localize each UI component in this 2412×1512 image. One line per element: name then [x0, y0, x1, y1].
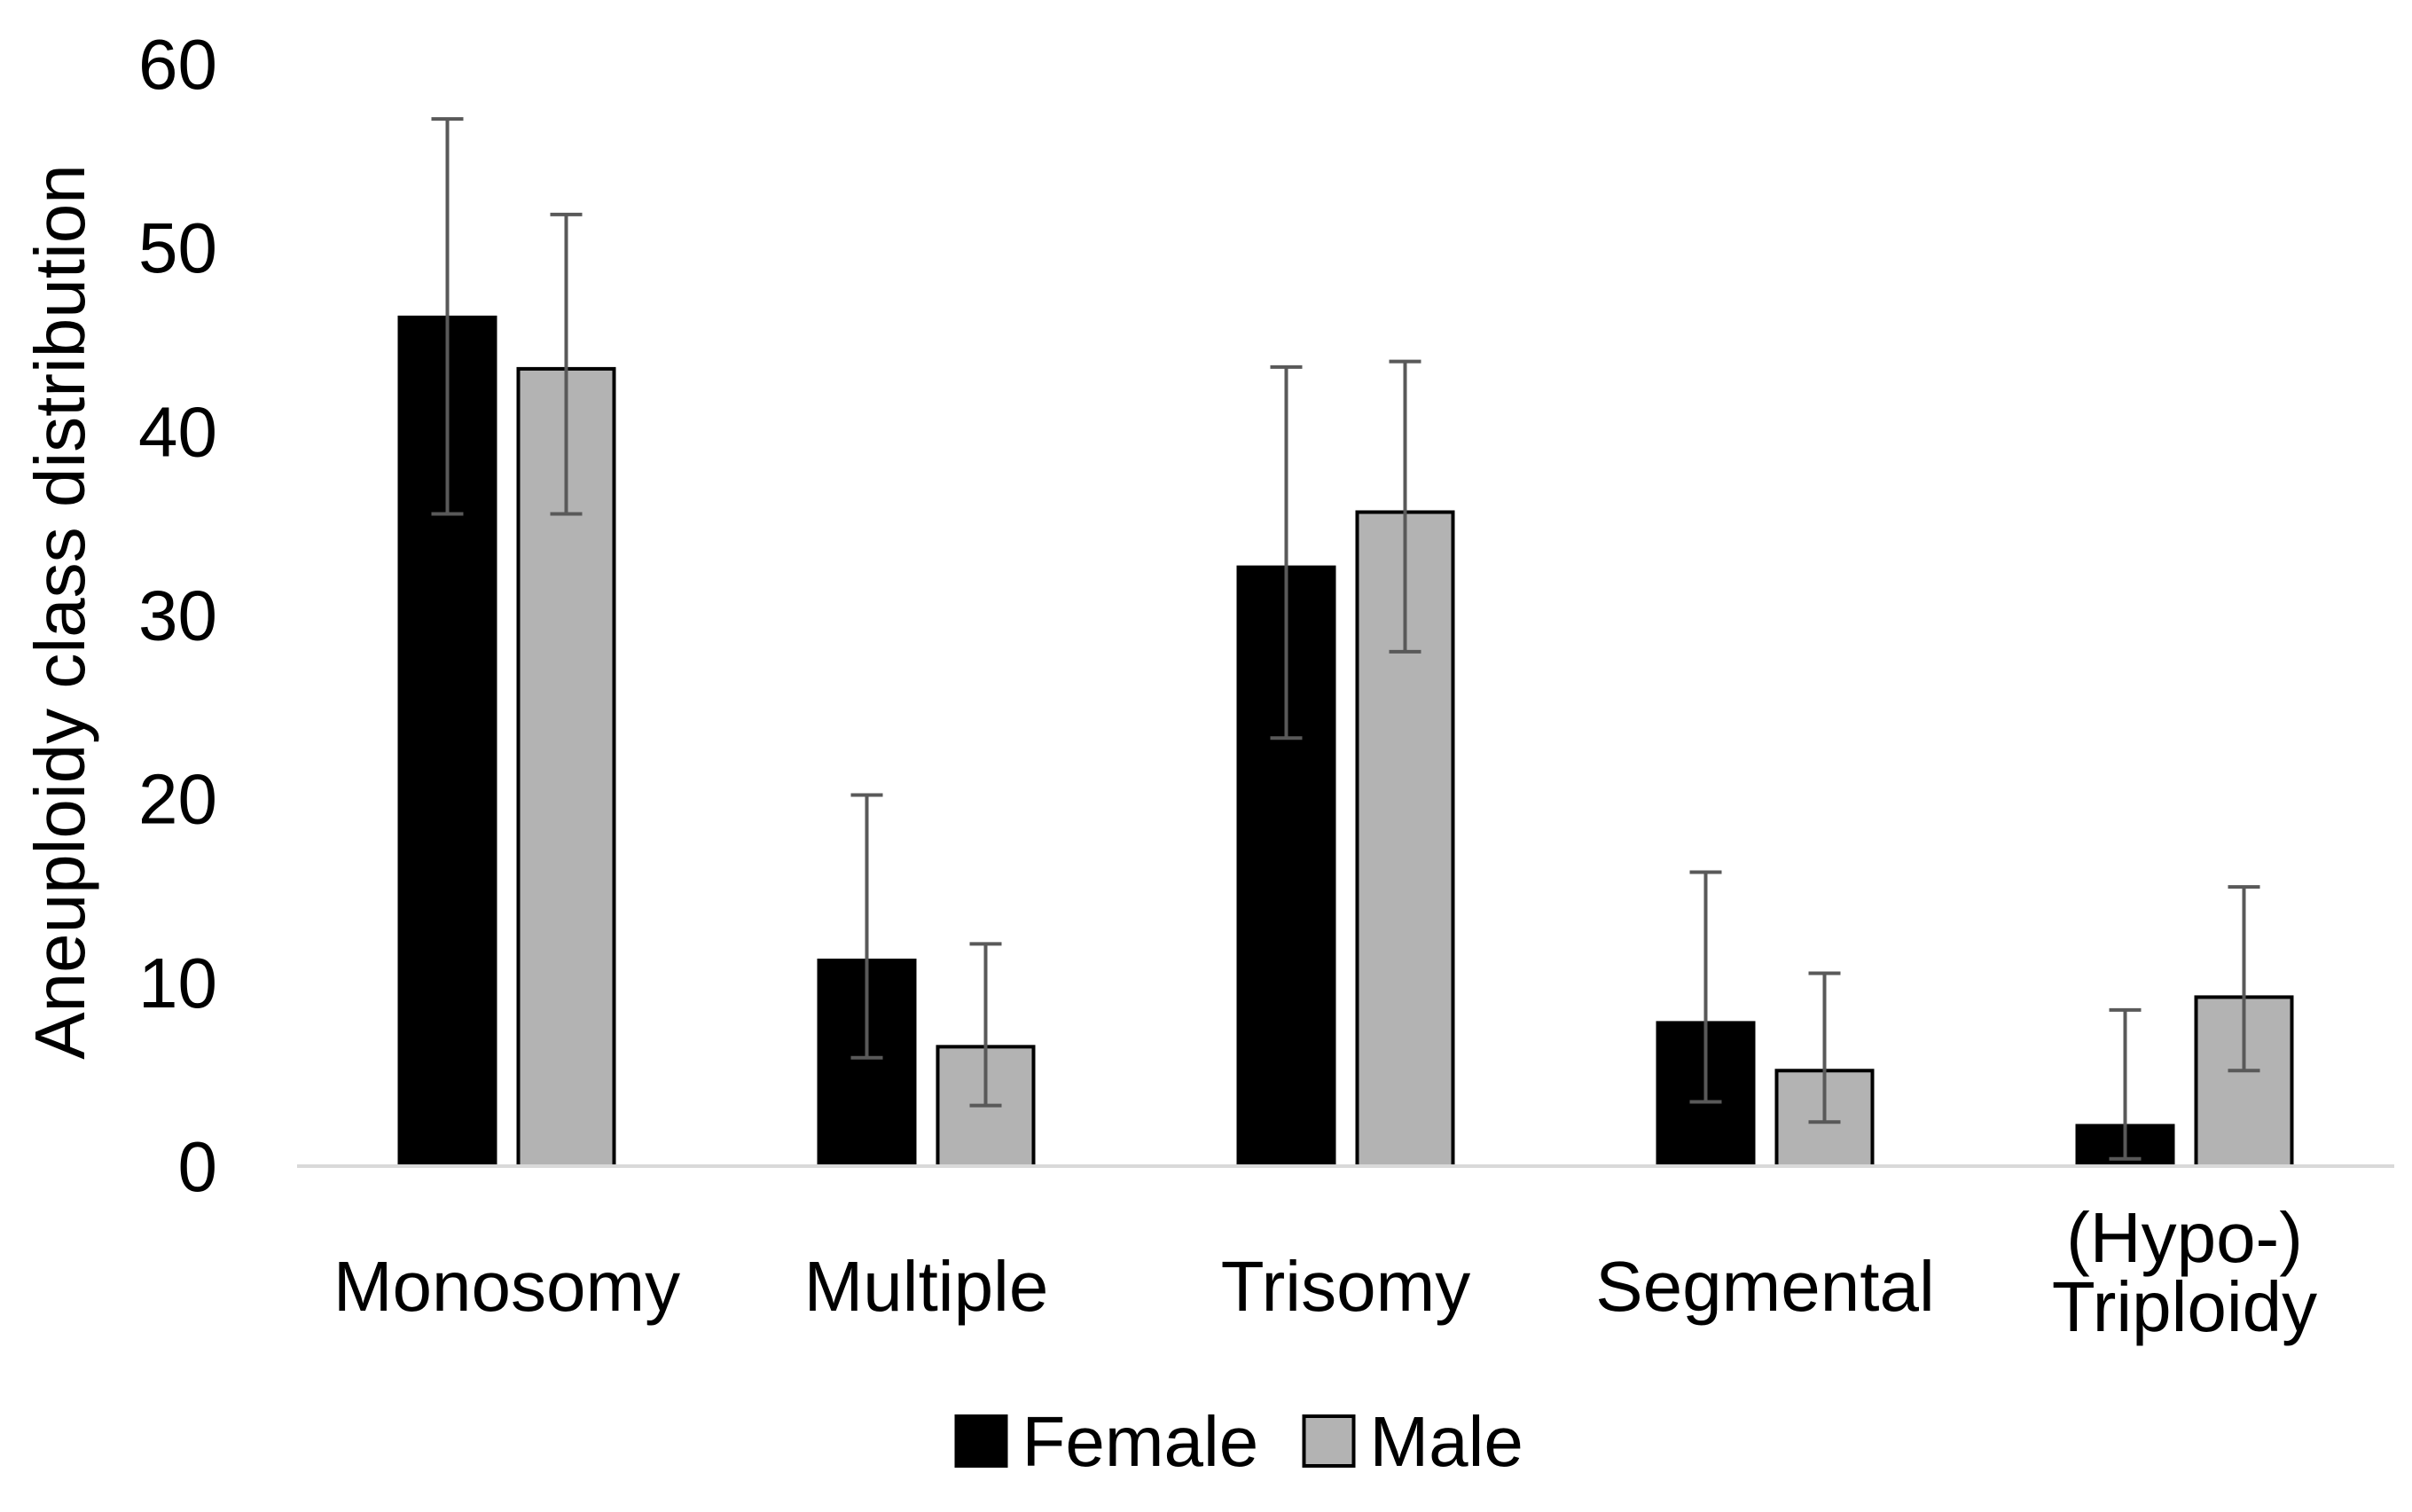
y-tick-label-5: 50 — [138, 208, 217, 287]
error-bar-female-trisomy — [1270, 364, 1303, 740]
legend-item-female: Female — [954, 1402, 1259, 1481]
y-tick-label-4: 40 — [138, 392, 217, 471]
legend: Female Male — [954, 1402, 1523, 1481]
legend-label-male: Male — [1370, 1402, 1523, 1481]
x-tick-labels: Monosomy Multiple Trisomy Segmental (Hypo-)T… — [333, 1198, 2317, 1346]
x-tick-label-monosomy: Monosomy — [333, 1247, 680, 1326]
error-bars-layer — [431, 117, 2260, 1161]
y-tick-labels: 0 10 20 30 40 50 60 — [138, 25, 217, 1206]
y-tick-label-6: 60 — [138, 25, 217, 104]
legend-item-male: Male — [1302, 1402, 1523, 1481]
x-tick-label-trisomy: Trisomy — [1221, 1247, 1470, 1326]
legend-swatch-male — [1302, 1414, 1356, 1468]
error-bar-male-trisomy — [1389, 359, 1421, 654]
legend-label-female: Female — [1022, 1402, 1259, 1481]
x-tick-label-segmental: Segmental — [1595, 1247, 1934, 1326]
x-tick-label-hypo-triploidy-line-1: Triploidy — [2052, 1267, 2317, 1346]
y-tick-label-2: 20 — [138, 760, 217, 839]
error-bar-female-segmental — [1689, 870, 1722, 1104]
y-tick-label-3: 30 — [138, 576, 217, 655]
error-bar-male-segmental — [1808, 971, 1841, 1124]
x-tick-label-hypo-triploidy-line-0: (Hypo-) — [2066, 1198, 2303, 1277]
bars-layer — [397, 315, 2294, 1169]
x-tick-label-multiple: Multiple — [804, 1247, 1049, 1326]
legend-swatch-female — [954, 1414, 1008, 1468]
error-bar-female-multiple — [850, 793, 883, 1060]
error-bar-female-hypo-triploidy — [2109, 1007, 2142, 1161]
y-axis-title: Aneuploidy class distribution — [20, 164, 99, 1059]
y-axis-title-group: Aneuploidy class distribution — [20, 164, 99, 1059]
y-tick-label-1: 10 — [138, 944, 217, 1022]
error-bar-male-hypo-triploidy — [2228, 885, 2260, 1073]
y-tick-label-0: 0 — [178, 1127, 218, 1206]
error-bar-male-monosomy — [550, 212, 583, 516]
error-bar-female-monosomy — [431, 117, 464, 516]
error-bar-male-multiple — [969, 942, 1002, 1108]
